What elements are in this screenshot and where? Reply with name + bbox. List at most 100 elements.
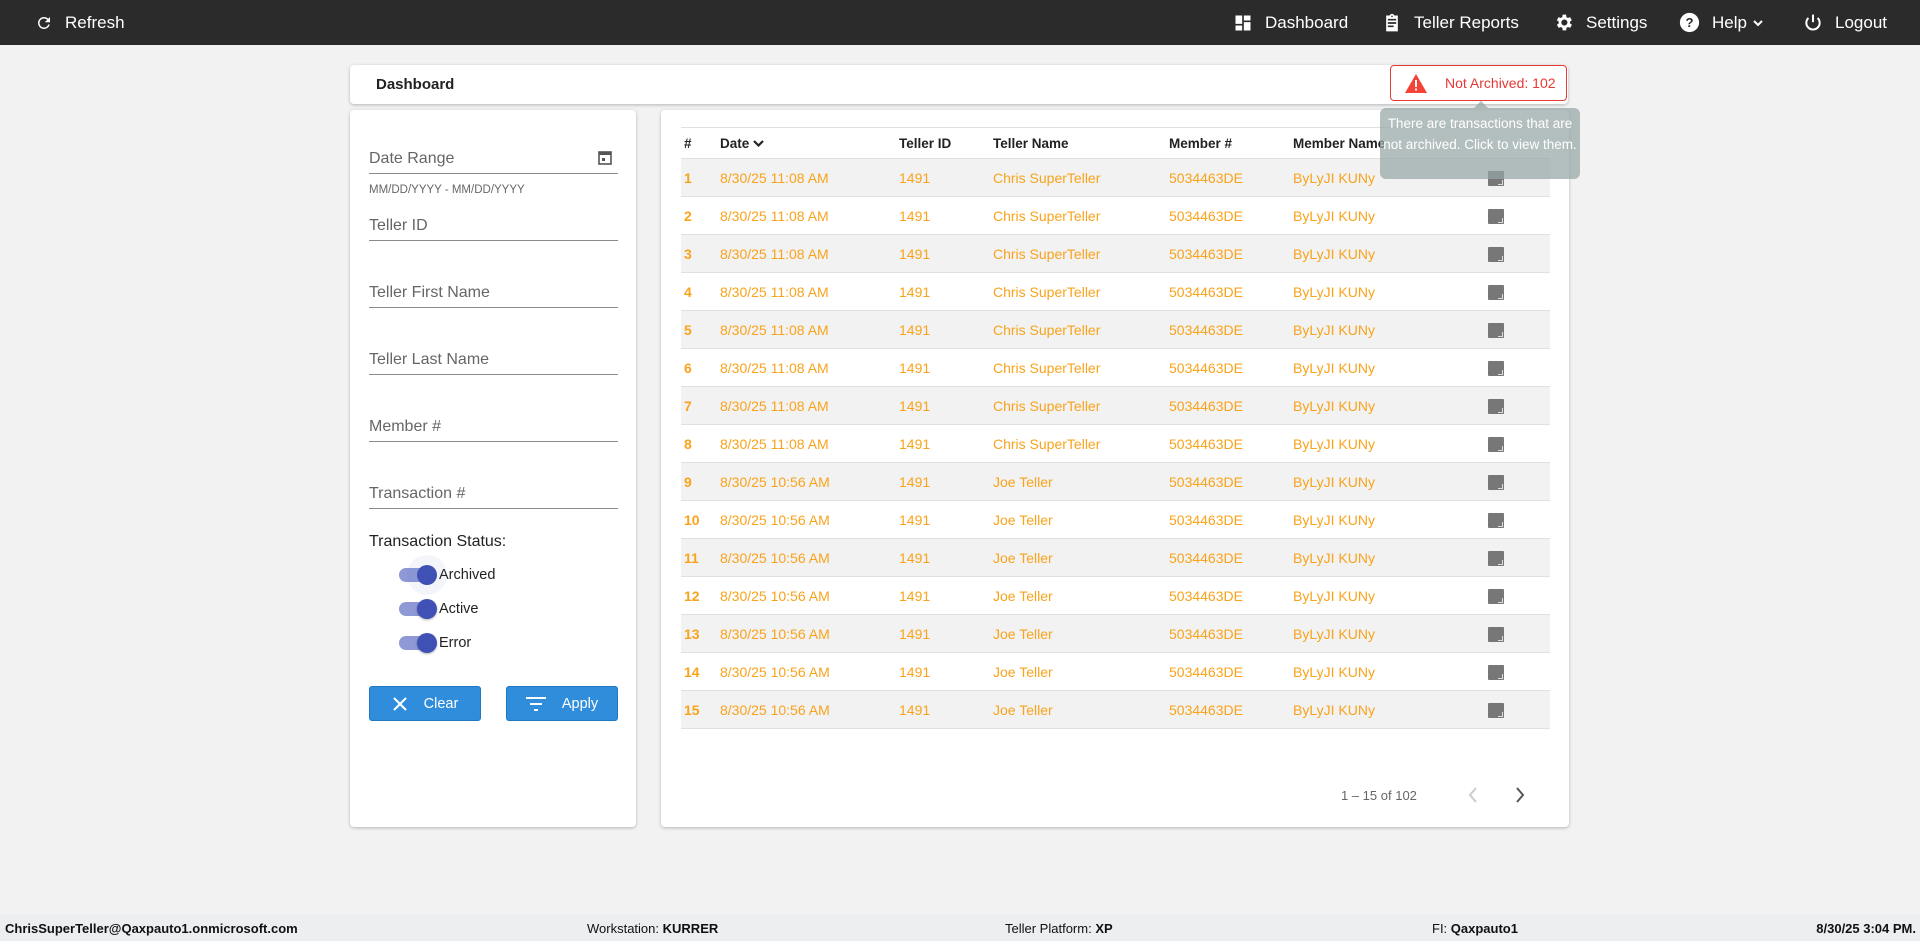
prev-page-icon[interactable] [1467, 786, 1479, 804]
table-row[interactable]: 9 8/30/25 10:56 AM 1491 Joe Teller 5034463DE… [681, 463, 1550, 501]
calendar-icon[interactable] [598, 150, 612, 165]
not-archived-badge[interactable]: Not Archived: 102 [1390, 65, 1567, 101]
cell-member-name: ByLyJI KUNy [1293, 474, 1375, 490]
cell-date: 8/30/25 10:56 AM [720, 626, 830, 642]
nav-logout[interactable]: Logout [1803, 0, 1887, 45]
member-number-input[interactable]: Member # [369, 418, 618, 442]
table-row[interactable]: 2 8/30/25 11:08 AM 1491 Chris SuperTeller 50… [681, 197, 1550, 235]
table-row[interactable]: 4 8/30/25 11:08 AM 1491 Chris SuperTeller 50… [681, 273, 1550, 311]
cell-member-name: ByLyJI KUNy [1293, 550, 1375, 566]
date-range-field[interactable]: Date Range [369, 150, 618, 174]
cell-teller-name: Joe Teller [993, 626, 1053, 642]
not-archived-label: Not Archived: 102 [1445, 75, 1556, 91]
cell-member-name: ByLyJI KUNy [1293, 588, 1375, 604]
cell-teller-id: 1491 [899, 208, 931, 224]
note-icon[interactable] [1488, 665, 1504, 680]
clear-label: Clear [423, 695, 459, 712]
status-bar: ChrisSuperTeller@Qaxpauto1.onmicrosoft.c… [0, 915, 1920, 941]
cell-date: 8/30/25 11:08 AM [720, 284, 829, 300]
table-row[interactable]: 13 8/30/25 10:56 AM 1491 Joe Teller 5034463D… [681, 615, 1550, 653]
cell-index: 5 [684, 322, 692, 338]
cell-teller-id: 1491 [899, 436, 931, 452]
cell-index: 1 [684, 170, 692, 186]
table-row[interactable]: 5 8/30/25 11:08 AM 1491 Chris SuperTeller 50… [681, 311, 1550, 349]
error-toggle[interactable]: Error [399, 633, 471, 653]
user-email: ChrisSuperTeller@Qaxpauto1.onmicrosoft.c… [5, 921, 298, 936]
column-header[interactable]: Date [720, 128, 765, 159]
cell-date: 8/30/25 10:56 AM [720, 664, 830, 680]
platform-label: Teller Platform: [1005, 921, 1092, 936]
fi-label: FI: [1432, 921, 1448, 936]
note-icon[interactable] [1488, 209, 1504, 224]
nav-dashboard[interactable]: Dashboard [1233, 0, 1348, 45]
cell-member-number: 5034463DE [1169, 436, 1243, 452]
date-range-hint: MM/DD/YYYY - MM/DD/YYYY [369, 184, 525, 196]
note-icon[interactable] [1488, 437, 1504, 452]
column-label: Member Name [1293, 136, 1386, 151]
nav-label: Logout [1835, 12, 1887, 32]
table-row[interactable]: 14 8/30/25 10:56 AM 1491 Joe Teller 5034463D… [681, 653, 1550, 691]
teller-first-name-input[interactable]: Teller First Name [369, 284, 618, 308]
table-row[interactable]: 12 8/30/25 10:56 AM 1491 Joe Teller 5034463D… [681, 577, 1550, 615]
cell-member-number: 5034463DE [1169, 626, 1243, 642]
table-row[interactable]: 10 8/30/25 10:56 AM 1491 Joe Teller 5034463D… [681, 501, 1550, 539]
cell-member-name: ByLyJI KUNy [1293, 512, 1375, 528]
cell-date: 8/30/25 11:08 AM [720, 246, 829, 262]
cell-teller-name: Joe Teller [993, 702, 1053, 718]
apply-button[interactable]: Apply [506, 686, 618, 721]
note-icon[interactable] [1488, 475, 1504, 490]
nav-help[interactable]: ? Help [1679, 0, 1776, 45]
cell-teller-id: 1491 [899, 702, 931, 718]
note-icon[interactable] [1488, 627, 1504, 642]
sort-desc-icon [753, 140, 765, 148]
cell-index: 2 [684, 208, 692, 224]
teller-id-input[interactable]: Teller ID [369, 217, 618, 241]
cell-member-name: ByLyJI KUNy [1293, 284, 1375, 300]
refresh-button[interactable]: Refresh [35, 0, 125, 45]
table-row[interactable]: 3 8/30/25 11:08 AM 1491 Chris SuperTeller 50… [681, 235, 1550, 273]
note-icon[interactable] [1488, 323, 1504, 338]
archived-toggle[interactable]: Archived [399, 565, 495, 585]
transactions-card: # Date Teller ID Teller Name Member # Member … [661, 110, 1569, 827]
column-label: Date [720, 136, 750, 151]
column-label: Teller ID [899, 136, 952, 151]
nav-settings[interactable]: Settings [1553, 0, 1647, 45]
note-icon[interactable] [1488, 513, 1504, 528]
note-icon[interactable] [1488, 551, 1504, 566]
cell-date: 8/30/25 11:08 AM [720, 170, 829, 186]
next-page-icon[interactable] [1514, 786, 1526, 804]
cell-member-number: 5034463DE [1169, 246, 1243, 262]
nav-label: Teller Reports [1414, 12, 1519, 32]
table-row[interactable]: 7 8/30/25 11:08 AM 1491 Chris SuperTeller 50… [681, 387, 1550, 425]
cell-teller-id: 1491 [899, 284, 931, 300]
nav-teller-reports[interactable]: Teller Reports [1382, 0, 1519, 45]
page-title: Dashboard [376, 76, 455, 93]
cell-teller-name: Joe Teller [993, 550, 1053, 566]
transaction-number-input[interactable]: Transaction # [369, 485, 618, 509]
table-row[interactable]: 11 8/30/25 10:56 AM 1491 Joe Teller 5034463D… [681, 539, 1550, 577]
cell-member-number: 5034463DE [1169, 702, 1243, 718]
note-icon[interactable] [1488, 247, 1504, 262]
table-row[interactable]: 15 8/30/25 10:56 AM 1491 Joe Teller 5034463D… [681, 691, 1550, 729]
note-icon[interactable] [1488, 399, 1504, 414]
power-icon [1805, 14, 1821, 30]
cell-member-name: ByLyJI KUNy [1293, 360, 1375, 376]
column-header: # [684, 128, 692, 159]
note-icon[interactable] [1488, 361, 1504, 376]
note-icon[interactable] [1488, 285, 1504, 300]
table-row[interactable]: 8 8/30/25 11:08 AM 1491 Chris SuperTeller 50… [681, 425, 1550, 463]
active-toggle[interactable]: Active [399, 599, 479, 619]
clear-button[interactable]: Clear [369, 686, 481, 721]
table-row[interactable]: 6 8/30/25 11:08 AM 1491 Chris SuperTeller 50… [681, 349, 1550, 387]
cell-teller-name: Chris SuperTeller [993, 398, 1101, 414]
note-icon[interactable] [1488, 703, 1504, 718]
teller-last-name-input[interactable]: Teller Last Name [369, 351, 618, 375]
cell-member-number: 5034463DE [1169, 208, 1243, 224]
cell-member-name: ByLyJI KUNy [1293, 170, 1375, 186]
transactions-table: # Date Teller ID Teller Name Member # Member … [681, 127, 1550, 729]
cell-date: 8/30/25 10:56 AM [720, 512, 830, 528]
cell-index: 8 [684, 436, 692, 452]
cell-teller-id: 1491 [899, 512, 931, 528]
cell-index: 15 [684, 702, 700, 718]
note-icon[interactable] [1488, 589, 1504, 604]
